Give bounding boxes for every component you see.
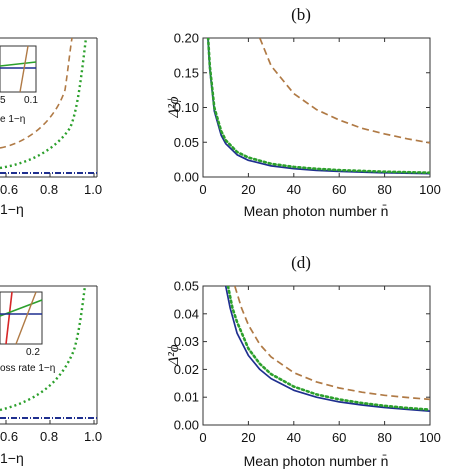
y-tick-label: 0.05 [174, 135, 199, 150]
left-bottom-xlabel: 1−η [0, 450, 24, 466]
panel-b-frame [202, 37, 431, 178]
panel-d-series [224, 286, 430, 412]
x-tick-label: 40 [287, 430, 301, 445]
left-top-dashed-curve [0, 37, 73, 149]
panel-d-ylabel: Δ²ϕ [166, 344, 182, 366]
panel-d-plot: 0 20 40 60 80 100 0.00 0.01 0.02 0.03 0.04 0.05 Δ²ϕ… [166, 279, 441, 470]
left-top-partial-plot: 5 0.1 e 1−η 0.6 0.8 1.0 1−η [0, 37, 102, 217]
series-dotted-line [206, 38, 430, 174]
left-top-xlabel: 1−η [0, 201, 24, 217]
left-top-xtick-0: 0.6 [0, 182, 18, 197]
panel-b-ticks: 0 20 40 60 80 100 0.00 0.05 0.10 0.15 0.20 [174, 31, 441, 198]
left-bottom-partial-plot: 0.2 oss rate 1−η 0.6 0.8 1.0 1−η [0, 285, 102, 466]
x-tick-label: 60 [332, 430, 346, 445]
x-tick-label: 0 [199, 182, 206, 197]
x-tick-label: 80 [377, 430, 391, 445]
left-top-xtick-1: 0.8 [40, 182, 58, 197]
left-bottom-xtick-0: 0.6 [0, 429, 18, 444]
panel-label-b: (b) [291, 5, 311, 24]
panel-b-series [206, 38, 430, 175]
y-tick-label: 0.10 [174, 100, 199, 115]
x-tick-label: 20 [241, 182, 255, 197]
x-tick-label: 80 [377, 182, 391, 197]
series-dashed-line [233, 286, 430, 401]
panel-label-d: (d) [291, 253, 311, 272]
left-top-xtick-2: 1.0 [84, 182, 102, 197]
x-tick-label: 40 [287, 182, 301, 197]
left-bottom-inset-tick: 0.2 [26, 347, 40, 358]
y-tick-label: 0.04 [174, 306, 199, 321]
left-bottom-dotted-curve [0, 285, 87, 412]
panel-b-ylabel: Δ²ϕ [166, 96, 182, 118]
left-bottom-inset-xlabel: oss rate 1−η [0, 363, 55, 374]
panel-b-xlabel: Mean photon number n̄ [244, 203, 389, 219]
x-tick-label: 60 [332, 182, 346, 197]
x-tick-label: 100 [419, 182, 441, 197]
y-tick-label: 0.00 [174, 418, 199, 433]
y-tick-label: 0.20 [174, 31, 199, 46]
left-top-inset-xlabel: e 1−η [0, 114, 25, 125]
series-solid-line [207, 38, 430, 175]
left-bottom-xtick-2: 1.0 [84, 429, 102, 444]
series-solid-line [224, 286, 430, 412]
y-tick-label: 0.01 [174, 390, 199, 405]
panel-d-xlabel: Mean photon number n̄ [244, 453, 389, 469]
left-top-inset [0, 45, 37, 93]
series-dotted-line [226, 286, 430, 411]
y-tick-label: 0.00 [174, 170, 199, 185]
y-tick-label: 0.02 [174, 362, 199, 377]
y-tick-label: 0.03 [174, 334, 199, 349]
x-tick-label: 100 [419, 430, 441, 445]
left-top-dotted-curve [0, 37, 88, 170]
panel-d-ticks: 0 20 40 60 80 100 0.00 0.01 0.02 0.03 0.04 0.05 [174, 279, 441, 446]
panel-d-frame [202, 285, 431, 426]
left-bottom-xtick-1: 0.8 [40, 429, 58, 444]
left-top-inset-tick-1: 5 [0, 95, 6, 106]
y-tick-label: 0.05 [174, 279, 199, 294]
panel-b-plot: 0 20 40 60 80 100 0.00 0.05 0.10 0.15 0.20 Δ²ϕ Mea… [166, 31, 441, 220]
series-dashed-line [259, 38, 430, 144]
x-tick-label: 20 [241, 430, 255, 445]
y-tick-label: 0.15 [174, 65, 199, 80]
x-tick-label: 0 [199, 430, 206, 445]
left-top-inset-tick-2: 0.1 [24, 95, 38, 106]
